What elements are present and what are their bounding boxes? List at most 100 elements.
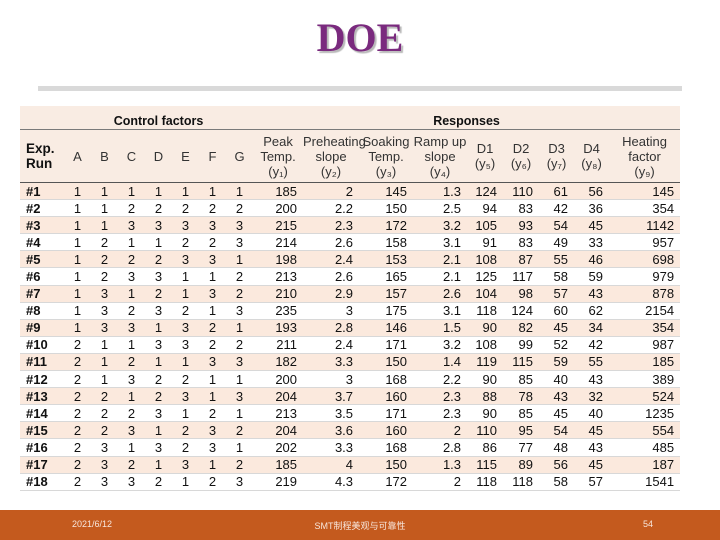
table-cell: 34 [574, 319, 610, 337]
table-cell: 219 [253, 473, 304, 491]
table-cell: 1 [199, 387, 226, 406]
table-cell: 1 [199, 370, 226, 389]
table-cell: 90 [467, 404, 504, 423]
table-cell: 45 [574, 456, 610, 474]
table-cell: 1 [145, 182, 172, 201]
table-cell: 2 [64, 438, 91, 457]
table-cell: 1 [64, 285, 91, 303]
table-cell: 1 [91, 336, 118, 354]
column-header: Heating factor (y₉) [609, 130, 680, 183]
table-cell: 2 [199, 473, 226, 491]
table-cell: 3 [172, 456, 199, 474]
table-cell: 2 [199, 199, 226, 218]
table-cell: 45 [574, 216, 610, 235]
column-header-line: D3 [548, 141, 565, 156]
table-cell: 90 [467, 370, 504, 389]
column-header-line: Temp. [368, 148, 404, 164]
table-cell: 62 [574, 302, 610, 320]
table-cell: 354 [609, 199, 681, 218]
table-cell: 1 [64, 216, 91, 235]
table-cell: 2 [64, 336, 91, 354]
table-cell: 2 [118, 250, 145, 269]
table-cell: 1.4 [413, 353, 468, 372]
table-cell: 2 [199, 404, 226, 423]
table-cell: 93 [503, 216, 540, 235]
table-cell: 1 [64, 302, 91, 320]
table-cell: 110 [467, 421, 504, 440]
table-cell: 185 [609, 353, 681, 372]
column-header: Peak Temp. (y₁) [253, 130, 303, 183]
table-cell: 115 [503, 353, 540, 372]
table-cell: 3.2 [413, 336, 468, 354]
table-cell: 215 [253, 216, 304, 235]
table-cell: 3.2 [413, 216, 468, 235]
table-cell: 2.1 [413, 250, 468, 269]
table-cell: 33 [574, 233, 610, 252]
table-cell: 1 [64, 250, 91, 269]
table-cell: 57 [539, 285, 575, 303]
column-header-line: (y₇) [546, 156, 567, 171]
table-cell: 485 [609, 438, 681, 457]
table-cell: 89 [503, 456, 540, 474]
table-row: #1 1 1 1 1 1 1 1 185 2 145 1.3 124 110 61 56 145 [20, 182, 681, 201]
table-cell: 2 [172, 199, 199, 218]
slide-title: DOE [316, 15, 404, 60]
table-cell: 160 [359, 421, 414, 440]
table-cell: 193 [253, 319, 304, 337]
table-row: #13 2 2 1 2 3 1 3 204 3.7 160 2.3 88 78 43 32 524 [20, 387, 681, 406]
table-cell: 2 [303, 182, 360, 201]
doe-table: Control factors Responses Exp. Run A B C D E F G… [20, 106, 681, 491]
table-cell: 145 [609, 182, 681, 201]
table-cell: 2.3 [303, 216, 360, 235]
run-label: #2 [20, 199, 64, 218]
column-header-line: D2 [512, 141, 530, 156]
table-cell: 110 [503, 182, 540, 201]
table-cell: 2 [64, 387, 91, 406]
table-body: #1 1 1 1 1 1 1 1 185 2 145 1.3 124 110 61 56 145 #2 1 1 2 2 2 2… [20, 182, 681, 491]
table-cell: 1 [64, 267, 91, 286]
column-header: D3 (y₇) [539, 130, 574, 183]
table-cell: 2 [172, 421, 199, 440]
table-row: #12 2 1 3 2 2 1 1 200 3 168 2.2 90 85 40 43 389 [20, 370, 681, 389]
table-cell: 2 [118, 353, 145, 372]
table-cell: 2 [172, 302, 199, 320]
table-cell: 2 [64, 473, 91, 491]
table-cell: 2 [199, 319, 226, 337]
run-label: #13 [20, 387, 64, 406]
column-header-line: Ramp up [413, 133, 467, 149]
footer-bar: 2021/6/12 SMT制程美观与可靠性 54 [0, 510, 720, 540]
table-cell: 3 [118, 370, 145, 389]
table-cell: 2 [199, 336, 226, 354]
table-cell: 168 [359, 438, 414, 457]
table-cell: 3.1 [413, 233, 468, 252]
column-header-line: (y₆) [510, 156, 532, 171]
table-cell: 56 [539, 456, 575, 474]
table-cell: 3 [199, 285, 226, 303]
table-cell: 36 [574, 199, 610, 218]
column-header-line: (y₄) [429, 163, 451, 179]
table-cell: 1 [226, 182, 254, 201]
table-cell: 2.1 [413, 267, 468, 286]
table-cell: 48 [539, 438, 575, 457]
table-cell: 165 [359, 267, 414, 286]
table-cell: 2 [91, 421, 118, 440]
column-header-line: Peak [263, 133, 293, 149]
responses-header: Responses [433, 114, 500, 128]
table-cell: 105 [467, 216, 504, 235]
table-cell: 1 [226, 319, 254, 337]
column-header-line: D4 [583, 141, 600, 156]
table-cell: 78 [503, 387, 540, 406]
table-row: #10 2 1 1 3 3 2 2 211 2.4 171 3.2 108 99 52 42 987 [20, 336, 681, 354]
table-cell: 42 [574, 336, 610, 354]
table-cell: 1 [199, 267, 226, 286]
table-cell: 2.4 [303, 336, 360, 354]
table-cell: 1 [172, 353, 199, 372]
table-cell: 3 [226, 216, 254, 235]
table-row: #11 2 1 2 1 1 3 3 182 3.3 150 1.4 119 115 59 55 185 [20, 353, 681, 372]
table-cell: 160 [359, 387, 414, 406]
table-cell: 3 [145, 438, 172, 457]
table-cell: 2 [64, 404, 91, 423]
table-cell: 55 [574, 353, 610, 372]
column-header-line: slope [315, 148, 347, 164]
table-cell: 90 [467, 319, 504, 337]
